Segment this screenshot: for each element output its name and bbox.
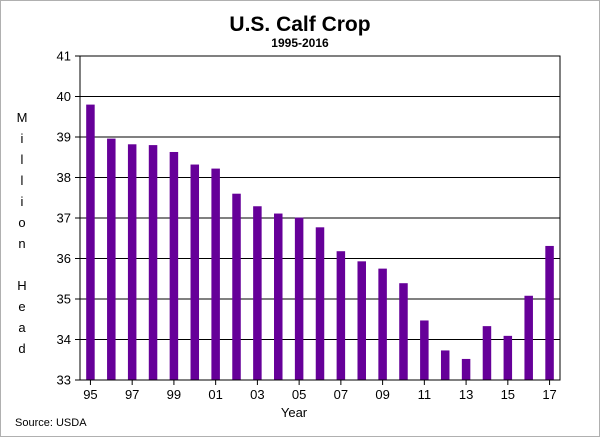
x-tick-label: 01 — [208, 387, 222, 402]
bar — [545, 245, 554, 380]
x-tick-label: 97 — [125, 387, 139, 402]
y-axis-label-letter: i — [21, 131, 24, 146]
bar — [190, 164, 200, 380]
x-tick-label: 07 — [334, 387, 348, 402]
bar — [357, 261, 366, 380]
bar — [127, 144, 137, 380]
y-axis-label-letter: n — [18, 236, 25, 251]
y-axis-label-letter: e — [18, 299, 25, 314]
bar — [440, 350, 450, 380]
bars — [86, 104, 554, 380]
y-tick-labels: 33 34 35 36 37 38 39 40 41 — [57, 49, 71, 388]
y-tick-label: 35 — [57, 292, 71, 307]
y-tick-label: 33 — [57, 373, 71, 388]
bar — [274, 213, 283, 380]
x-tick-label: 15 — [501, 387, 515, 402]
x-tick-label: 11 — [418, 387, 432, 402]
x-tick-label: 09 — [375, 387, 389, 402]
y-axis-label-letter: d — [18, 341, 25, 356]
y-axis-label-letter: l — [21, 173, 24, 188]
y-tick-label: 37 — [57, 211, 71, 226]
bar — [503, 335, 513, 380]
x-tick-labels: 95 97 99 01 03 05 07 09 11 13 15 17 — [83, 380, 557, 402]
bar — [107, 138, 116, 380]
y-axis-label-letter: i — [21, 194, 24, 209]
x-tick-label: 95 — [83, 387, 97, 402]
y-tick-label: 34 — [57, 332, 71, 347]
x-tick-label: 13 — [459, 387, 473, 402]
bar — [148, 145, 158, 380]
bar — [211, 168, 220, 380]
bar — [232, 193, 241, 380]
source-note: Source: USDA — [15, 417, 87, 429]
plot-area-border — [79, 55, 561, 381]
y-axis-label-letter: M — [17, 110, 28, 125]
x-axis-label: Year — [281, 405, 308, 420]
bar — [336, 251, 346, 380]
bar — [524, 295, 533, 380]
x-tick-label: 99 — [167, 387, 181, 402]
y-tick-label: 41 — [57, 49, 71, 64]
y-axis-label-letter: H — [17, 278, 26, 293]
x-tick-label: 17 — [542, 387, 556, 402]
bar — [169, 151, 179, 380]
chart-subtitle: 1995-2016 — [271, 36, 329, 50]
bar — [420, 320, 429, 380]
bar — [482, 326, 492, 380]
bar — [315, 227, 325, 380]
bar — [461, 358, 471, 380]
y-tick-label: 39 — [57, 130, 71, 145]
y-axis-label-letter: l — [21, 152, 24, 167]
y-tick-label: 38 — [57, 170, 71, 185]
x-tick-label: 03 — [250, 387, 264, 402]
x-tick-label: 05 — [292, 387, 306, 402]
bar — [253, 206, 262, 380]
y-tick-label: 36 — [57, 251, 71, 266]
bar — [399, 283, 408, 380]
bar — [294, 217, 304, 380]
y-axis-label-letter: a — [18, 320, 26, 335]
y-axis-label-letter: o — [18, 215, 25, 230]
chart-title: U.S. Calf Crop — [229, 13, 370, 36]
y-tick-label: 40 — [57, 89, 71, 104]
bar — [378, 268, 387, 380]
bar — [86, 104, 95, 380]
